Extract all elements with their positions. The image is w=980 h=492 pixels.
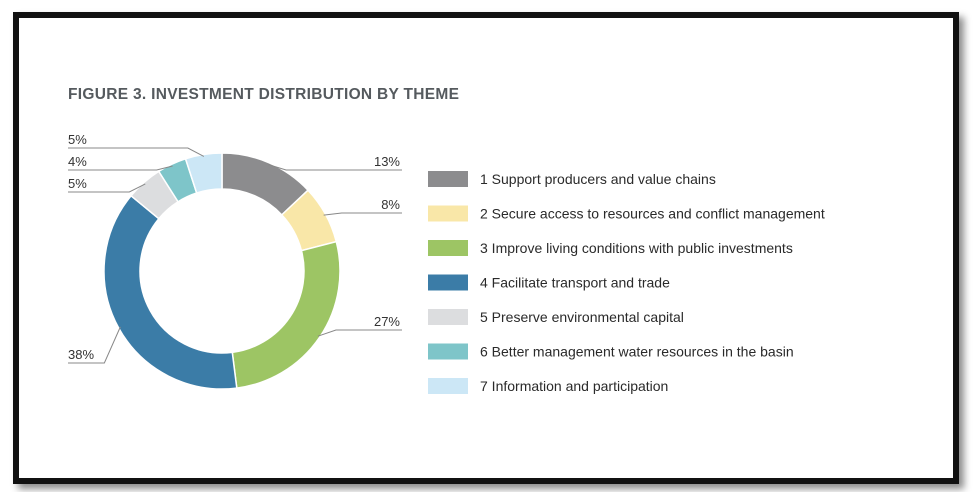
legend-label-2: 2 Secure access to resources and conflic… bbox=[480, 206, 825, 222]
slice-label-3: 27% bbox=[374, 314, 400, 329]
legend-label-4: 4 Facilitate transport and trade bbox=[480, 275, 670, 291]
leader-line-4 bbox=[68, 326, 121, 364]
slice-label-2: 8% bbox=[381, 197, 400, 212]
chart-title: FIGURE 3. INVESTMENT DISTRIBUTION BY THE… bbox=[68, 86, 460, 103]
donut-slice-3 bbox=[231, 240, 341, 389]
legend-swatch-3 bbox=[428, 240, 468, 256]
donut-slice-7 bbox=[184, 152, 223, 194]
legend-label-7: 7 Information and participation bbox=[480, 378, 668, 394]
slice-label-4: 38% bbox=[68, 347, 94, 362]
legend-label-6: 6 Better management water resources in t… bbox=[480, 344, 794, 360]
leader-line-7 bbox=[68, 147, 205, 157]
legend-label-5: 5 Preserve environmental capital bbox=[480, 309, 684, 325]
slice-label-1: 13% bbox=[374, 154, 400, 169]
legend-swatch-2 bbox=[428, 205, 468, 222]
figure-frame bbox=[13, 12, 959, 484]
legend-swatch-6 bbox=[428, 343, 468, 360]
legend-label-1: 1 Support producers and value chains bbox=[480, 171, 716, 187]
legend-swatch-7 bbox=[428, 378, 468, 394]
leader-line-1 bbox=[267, 164, 402, 171]
legend-swatch-4 bbox=[428, 274, 468, 291]
leader-line-5 bbox=[68, 183, 146, 193]
legend-swatch-1 bbox=[428, 171, 468, 187]
leader-line-2 bbox=[323, 212, 402, 216]
legend-label-3: 3 Improve living conditions with public … bbox=[480, 240, 793, 256]
slice-label-7: 5% bbox=[68, 132, 87, 147]
slice-label-6: 4% bbox=[68, 154, 87, 169]
leader-line-3 bbox=[317, 329, 402, 337]
slice-label-5: 5% bbox=[68, 176, 87, 191]
legend-swatch-5 bbox=[428, 309, 468, 325]
donut-slice-4 bbox=[103, 194, 238, 390]
leader-line-6 bbox=[68, 165, 173, 171]
